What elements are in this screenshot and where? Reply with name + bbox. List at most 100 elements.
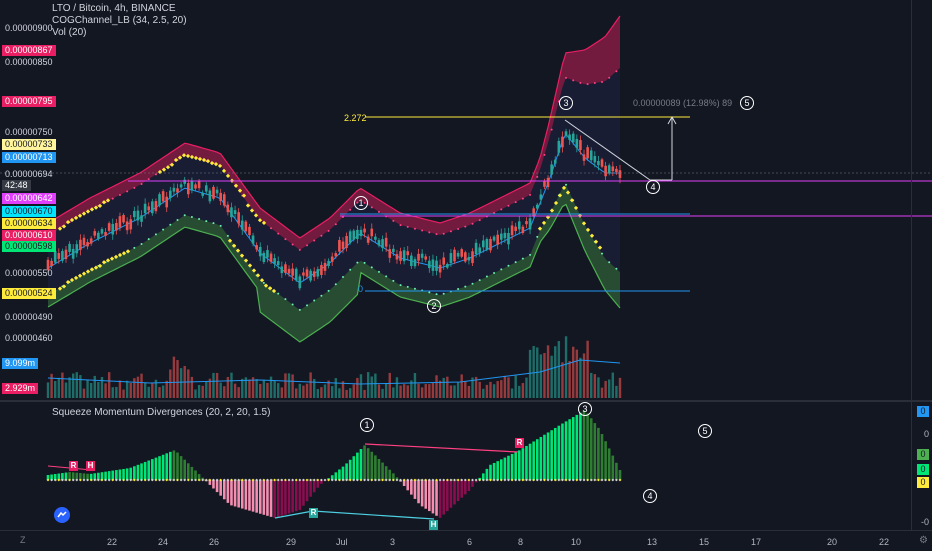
volume-bar	[341, 381, 345, 398]
momentum-bar	[97, 472, 100, 480]
candle-body	[273, 258, 276, 264]
candle-body	[471, 251, 474, 264]
squeeze-dot	[302, 478, 305, 482]
momentum-bar	[183, 459, 187, 480]
settings-icon[interactable]: ⚙	[919, 535, 928, 546]
volume-bar	[75, 372, 78, 398]
momentum-bar	[237, 480, 240, 508]
momentum-bar	[230, 480, 233, 506]
candle-body	[550, 164, 553, 175]
momentum-bar	[255, 480, 258, 513]
momentum-bar	[381, 462, 384, 480]
momentum-bar	[316, 480, 320, 488]
squeeze-dot	[503, 478, 507, 482]
symbol-title[interactable]: LTO / Bitcoin, 4h, BINANCE	[52, 3, 176, 14]
volume-bar	[572, 346, 575, 398]
oscillator-chart[interactable]	[0, 402, 932, 530]
candle-body	[410, 255, 413, 266]
squeeze-dot	[561, 478, 564, 482]
upper-dot	[392, 219, 395, 222]
squeeze-dot	[60, 478, 64, 482]
candle-body	[363, 228, 366, 233]
candle-body	[133, 210, 136, 218]
volume-bar	[345, 389, 348, 398]
squeeze-dot	[481, 478, 485, 482]
upper-dot	[147, 178, 150, 181]
momentum-bar	[151, 459, 154, 480]
time-axis[interactable]: 22 24 26 29 Jul 3 6 8 10 13 15 17 20 22	[0, 530, 932, 551]
momentum-bar	[521, 448, 525, 480]
candle-body	[568, 134, 571, 140]
signal-diamond	[77, 213, 83, 218]
candle-body	[240, 220, 244, 230]
lower-dot	[478, 279, 481, 282]
signal-diamond	[169, 162, 175, 167]
timezone-button[interactable]: Z	[20, 535, 26, 545]
wave-label: 3	[559, 96, 573, 110]
momentum-bar	[111, 470, 115, 480]
momentum-bar	[258, 480, 262, 514]
volume-bar	[262, 379, 266, 398]
volume-bar	[323, 384, 327, 398]
volume-bar	[107, 372, 111, 398]
divergence-tag: H	[429, 520, 438, 530]
candle-body	[316, 269, 320, 277]
signal-diamond	[597, 245, 603, 250]
candle-body	[89, 238, 93, 244]
candle-body	[532, 208, 535, 216]
candle-body	[151, 201, 154, 214]
volume-bar	[590, 372, 593, 398]
momentum-bar	[352, 456, 356, 480]
squeeze-dot	[402, 478, 406, 482]
volume-bar	[136, 376, 140, 398]
volume-bar	[190, 376, 194, 398]
candle-body	[366, 236, 370, 243]
candle-body	[381, 239, 384, 248]
signal-diamond	[217, 163, 223, 169]
signal-diamond	[557, 193, 563, 198]
volume-bar	[125, 380, 129, 398]
signal-diamond	[189, 154, 195, 160]
main-price-chart[interactable]	[0, 0, 932, 400]
right-axis[interactable]: 0 0 0 0 0 -0	[911, 0, 932, 530]
volume-bar	[284, 373, 287, 398]
momentum-bar	[125, 468, 129, 480]
price-axis[interactable]: 0.00000900 0.00000867 0.00000850 0.00000795…	[0, 0, 56, 530]
squeeze-dot	[417, 478, 420, 482]
squeeze-dot	[262, 478, 266, 482]
upper-dot	[377, 210, 380, 213]
volume-bar	[313, 378, 316, 398]
momentum-bar	[179, 456, 183, 480]
candle-body	[122, 215, 125, 223]
candle-body	[305, 269, 309, 277]
squeeze-dot	[355, 478, 359, 482]
signal-diamond	[65, 220, 71, 225]
lower-dot	[521, 257, 524, 260]
volume-bar	[467, 385, 471, 398]
pane-divider[interactable]	[0, 400, 932, 402]
candle-body	[68, 243, 71, 252]
signal-diamond	[81, 211, 87, 216]
squeeze-dot	[287, 478, 291, 482]
time-tick-label: 29	[286, 537, 297, 547]
indicator-volume[interactable]: Vol (20)	[52, 27, 87, 38]
tradingview-logo-icon[interactable]	[54, 507, 70, 523]
candle-body	[237, 212, 240, 224]
indicator-cog-channel[interactable]: COGChannel_LB (34, 2.5, 20)	[52, 15, 187, 26]
wave-label: 1	[354, 196, 368, 210]
lower-dot	[341, 276, 344, 279]
squeeze-dot	[82, 478, 86, 482]
osc-axis-label: 0	[917, 449, 929, 460]
oscillator-legend[interactable]: Squeeze Momentum Divergences (20, 2, 20,…	[52, 407, 271, 418]
candle-body	[392, 248, 395, 253]
upper-dot	[277, 232, 280, 235]
lower-dot	[536, 235, 539, 238]
candle-body	[402, 250, 406, 262]
squeeze-dot	[327, 478, 331, 482]
lower-dot	[385, 275, 388, 278]
volume-bar	[140, 373, 143, 398]
candle-body	[424, 256, 428, 260]
candle-body	[230, 207, 233, 218]
squeeze-dot	[96, 478, 100, 482]
momentum-bar	[75, 472, 79, 480]
